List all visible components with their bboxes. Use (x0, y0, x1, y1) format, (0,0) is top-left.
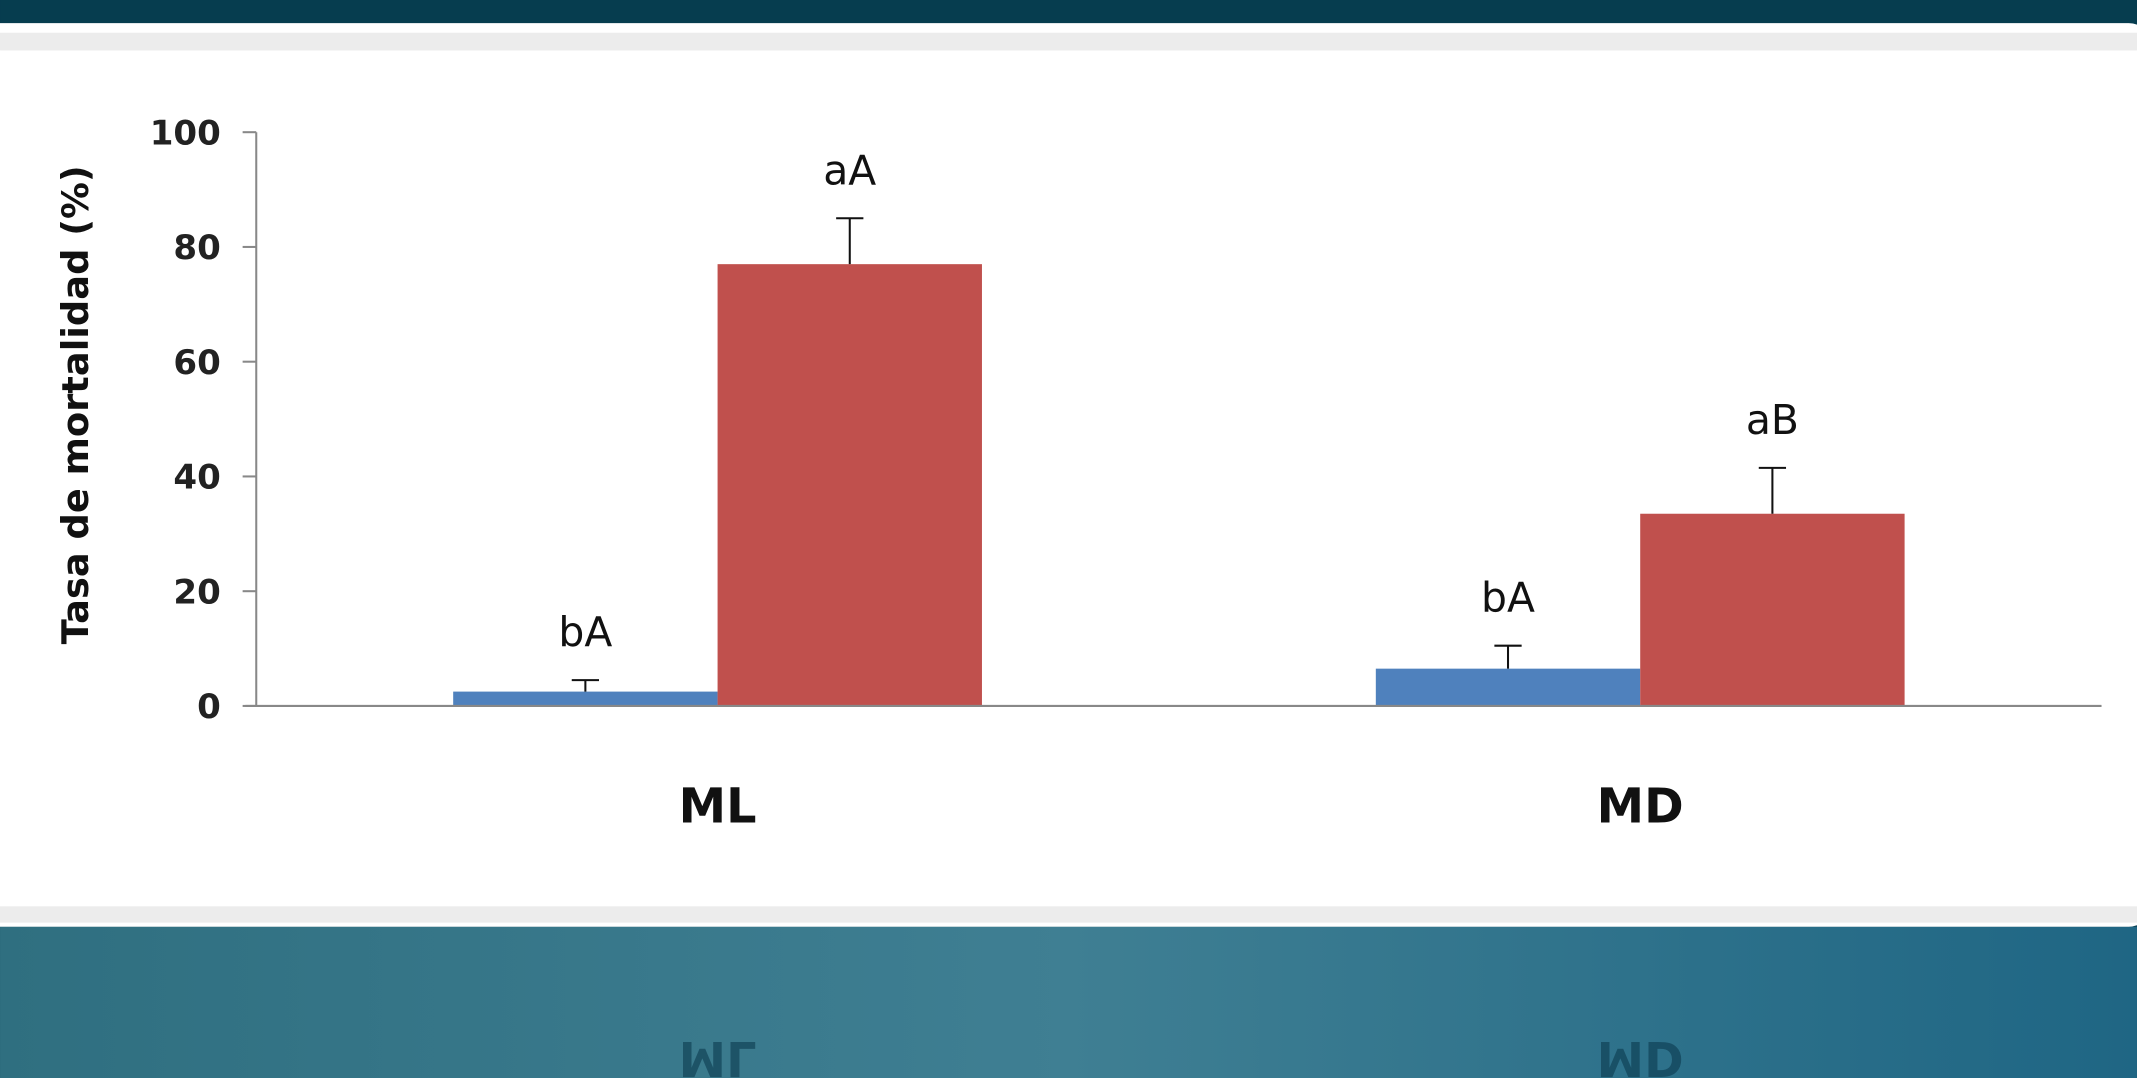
y-tick-label: 100 (150, 113, 221, 153)
chart: 0 20 40 60 80 100 Tasa de mortalidad (%) bA aA ML… (54, 113, 2102, 1078)
bar (453, 691, 718, 706)
x-tick-label: ML (679, 780, 757, 835)
x-tick-label-reflection: MD (1597, 1030, 1684, 1078)
reflection-area (0, 926, 2137, 1078)
data-label: bA (558, 608, 612, 656)
error-bar (1494, 644, 1522, 669)
y-tick-label: 20 (173, 572, 220, 612)
panel-bottom-band (0, 906, 2137, 923)
y-tick-label: 0 (197, 687, 221, 727)
data-label: aA (823, 146, 876, 194)
error-bar (836, 217, 864, 265)
y-tick-label: 60 (173, 343, 220, 383)
bar (1640, 513, 1905, 706)
data-label: bA (1481, 574, 1535, 622)
slide-panel (0, 23, 2137, 927)
y-axis-label: Tasa de mortalidad (%) (54, 165, 97, 644)
error-bar (571, 679, 600, 692)
bar (717, 264, 982, 706)
data-label: aB (1746, 396, 1799, 444)
y-tick-label: 80 (173, 228, 220, 268)
error-bar (1758, 466, 1787, 514)
bar (1375, 668, 1641, 706)
x-tick-label-reflection: ML (679, 1030, 757, 1078)
panel-top-band (0, 32, 2137, 51)
y-tick-label: 40 (173, 458, 220, 498)
x-tick-label: MD (1597, 780, 1684, 835)
